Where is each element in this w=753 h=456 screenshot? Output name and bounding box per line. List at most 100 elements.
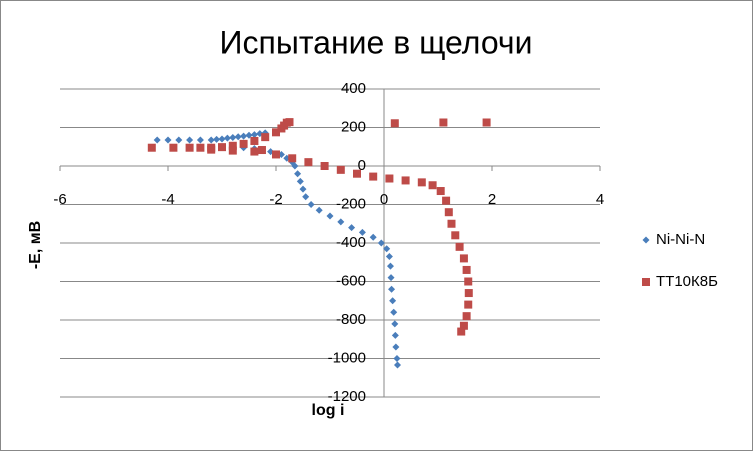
marker xyxy=(482,118,491,127)
marker xyxy=(389,297,397,305)
marker xyxy=(390,308,398,316)
marker xyxy=(390,119,399,128)
x-tick-label: 4 xyxy=(596,191,604,208)
y-tick-label: -1200 xyxy=(328,388,366,405)
marker xyxy=(307,201,315,208)
marker xyxy=(186,136,194,144)
marker xyxy=(377,239,385,247)
marker xyxy=(153,136,161,144)
marker xyxy=(442,196,451,205)
marker xyxy=(213,135,221,143)
marker xyxy=(447,219,456,228)
marker xyxy=(207,136,215,144)
marker xyxy=(358,228,366,236)
marker xyxy=(394,361,401,369)
marker xyxy=(288,154,297,163)
marker xyxy=(439,118,448,127)
legend-marker xyxy=(642,236,650,244)
marker xyxy=(459,321,468,330)
marker xyxy=(239,139,248,148)
y-tick-label: 0 xyxy=(358,157,366,174)
y-tick-label: -200 xyxy=(336,195,366,212)
marker xyxy=(261,133,270,142)
marker xyxy=(464,300,473,309)
marker xyxy=(326,212,334,220)
y-tick-label: -600 xyxy=(336,272,366,289)
marker xyxy=(272,128,280,137)
marker xyxy=(196,136,204,144)
marker xyxy=(169,143,178,152)
marker xyxy=(294,170,302,178)
marker xyxy=(164,136,172,144)
marker xyxy=(391,331,399,339)
marker xyxy=(272,150,280,159)
marker xyxy=(302,193,310,201)
marker xyxy=(464,289,473,298)
marker xyxy=(385,174,394,183)
marker xyxy=(336,165,345,174)
marker xyxy=(392,343,400,351)
y-tick-label: -1000 xyxy=(328,349,366,366)
marker xyxy=(299,185,307,193)
marker xyxy=(291,162,299,170)
marker xyxy=(228,146,237,155)
marker xyxy=(245,131,253,139)
legend-marker xyxy=(642,278,650,286)
marker xyxy=(229,134,237,142)
marker xyxy=(285,118,294,127)
marker xyxy=(393,355,401,362)
y-tick-label: 400 xyxy=(341,80,366,97)
legend-label: Ni-Ni-N xyxy=(656,231,705,248)
marker xyxy=(369,172,378,181)
marker xyxy=(240,132,248,140)
marker xyxy=(451,231,460,240)
marker xyxy=(196,143,205,152)
x-tick-label: -6 xyxy=(53,191,66,208)
marker xyxy=(218,135,226,143)
y-tick-label: 200 xyxy=(341,118,366,135)
marker xyxy=(234,133,242,141)
marker xyxy=(218,143,226,152)
marker xyxy=(228,141,237,150)
marker xyxy=(348,224,356,232)
marker xyxy=(417,178,426,187)
marker xyxy=(459,254,468,263)
marker xyxy=(383,245,391,253)
marker xyxy=(385,252,393,260)
marker xyxy=(250,131,258,139)
marker xyxy=(388,285,396,293)
marker xyxy=(457,327,466,336)
marker xyxy=(353,169,361,178)
marker xyxy=(436,187,445,196)
x-tick-label: -4 xyxy=(161,191,174,208)
marker xyxy=(175,136,183,144)
marker xyxy=(464,277,473,286)
marker xyxy=(315,206,323,214)
y-axis-title: -E, мВ xyxy=(27,221,44,269)
marker xyxy=(250,147,259,156)
marker xyxy=(207,145,216,154)
x-axis-title: log i xyxy=(312,402,345,419)
y-tick-label: -400 xyxy=(336,234,366,251)
marker xyxy=(257,146,266,155)
marker xyxy=(462,265,471,274)
y-tick-label: -800 xyxy=(336,311,366,328)
marker xyxy=(223,134,231,142)
marker xyxy=(386,262,394,270)
marker xyxy=(462,312,471,321)
marker xyxy=(401,176,410,185)
marker xyxy=(185,143,194,152)
marker xyxy=(320,162,329,170)
marker xyxy=(296,177,304,185)
marker xyxy=(444,208,453,217)
marker xyxy=(337,218,345,226)
marker xyxy=(391,320,399,328)
marker xyxy=(250,136,259,145)
marker xyxy=(147,143,156,152)
marker xyxy=(387,274,395,282)
x-tick-label: 2 xyxy=(488,191,496,208)
x-tick-label: 0 xyxy=(380,191,388,208)
x-tick-label: -2 xyxy=(269,191,282,208)
